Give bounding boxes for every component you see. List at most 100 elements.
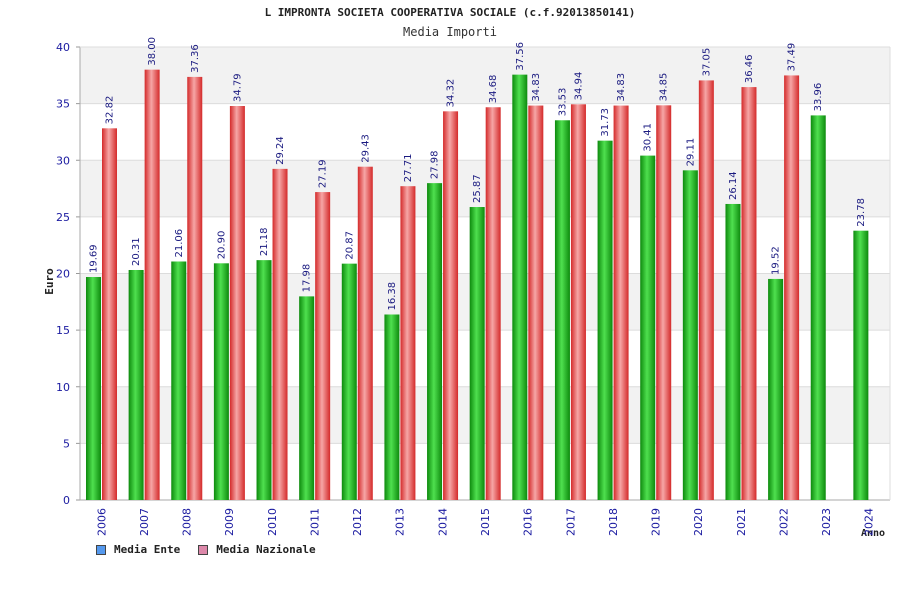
data-label: 29.11 [685, 138, 696, 167]
bar-media-ente [341, 263, 357, 500]
x-tick-label: 2024 [863, 508, 876, 536]
x-tick-label: 2021 [735, 508, 748, 536]
data-label: 34.68 [488, 75, 499, 104]
x-axis-label: Anno [861, 528, 886, 539]
data-label: 16.38 [387, 282, 398, 311]
data-label: 20.87 [344, 231, 355, 260]
legend-swatch-media-nazionale [198, 544, 209, 555]
data-label: 19.69 [89, 244, 100, 273]
bar-media-ente [256, 260, 272, 500]
bar-media-nazionale [698, 80, 714, 500]
x-tick-label: 2019 [650, 508, 663, 536]
data-label: 34.83 [616, 73, 627, 102]
data-label: 32.82 [105, 96, 116, 125]
data-label: 23.78 [856, 198, 867, 227]
x-tick-label: 2010 [266, 508, 279, 536]
chart-title: L IMPRONTA SOCIETA COOPERATIVA SOCIALE (… [264, 6, 636, 19]
legend: Media Ente Media Nazionale [96, 543, 334, 556]
bar-media-nazionale [272, 168, 288, 500]
x-tick-label: 2007 [138, 508, 151, 536]
y-tick-label: 15 [56, 324, 70, 337]
x-tick-label: 2023 [820, 508, 833, 536]
x-tick-label: 2006 [95, 508, 108, 536]
x-tick-label: 2017 [564, 508, 577, 536]
data-label: 26.14 [728, 171, 739, 200]
x-tick-label: 2022 [777, 508, 790, 536]
data-label: 37.05 [701, 48, 712, 77]
bar-media-nazionale [102, 128, 117, 500]
data-label: 21.06 [174, 229, 185, 258]
bar-media-ente [427, 183, 443, 500]
x-tick-label: 2008 [181, 508, 194, 536]
bar-media-ente [299, 296, 315, 500]
data-label: 19.52 [771, 246, 782, 275]
bar-media-nazionale [443, 111, 459, 501]
data-label: 20.90 [216, 231, 227, 260]
data-label: 37.49 [787, 43, 798, 72]
y-tick-label: 25 [56, 211, 70, 224]
bar-media-nazionale [741, 87, 757, 500]
bar-media-nazionale [315, 192, 331, 501]
data-label: 37.36 [190, 44, 201, 73]
bar-media-ente [725, 203, 741, 501]
legend-swatch-media-ente [96, 544, 106, 555]
data-label: 27.98 [430, 150, 441, 179]
bar-media-ente [128, 269, 144, 500]
data-label: 33.96 [813, 83, 824, 112]
y-tick-label: 0 [63, 494, 70, 507]
legend-label-media-nazionale: Media Nazionale [216, 543, 316, 556]
data-label: 29.43 [360, 134, 371, 163]
bar-media-ente [86, 277, 101, 500]
bar-media-ente [640, 155, 656, 500]
x-tick-label: 2013 [394, 508, 407, 536]
data-label: 38.00 [147, 37, 158, 66]
data-label: 29.24 [275, 136, 286, 165]
x-tick-label: 2016 [522, 508, 535, 536]
chart-subtitle: Media Importi [403, 25, 497, 39]
data-label: 34.85 [659, 73, 670, 102]
data-label: 21.18 [259, 227, 270, 256]
data-label: 30.41 [643, 123, 654, 152]
bar-media-nazionale [485, 107, 501, 501]
data-label: 34.83 [531, 73, 542, 102]
data-label: 34.79 [232, 73, 243, 102]
bar-media-ente [171, 261, 187, 500]
bar-media-nazionale [656, 105, 672, 500]
data-label: 34.94 [573, 72, 584, 101]
data-label: 25.87 [472, 174, 483, 203]
legend-item-media-nazionale: Media Nazionale [198, 543, 316, 556]
bar-media-nazionale [187, 76, 203, 500]
bar-media-ente [810, 115, 826, 500]
bar-media-nazionale [400, 186, 416, 500]
bar-media-nazionale [528, 105, 544, 501]
x-tick-label: 2012 [351, 508, 364, 536]
bar-media-ente [853, 230, 869, 500]
y-tick-label: 20 [56, 268, 70, 281]
x-tick-label: 2020 [692, 508, 705, 536]
bar-media-ente [554, 120, 570, 500]
data-label: 37.56 [515, 42, 526, 71]
data-label: 17.98 [302, 264, 313, 293]
bar-media-nazionale [357, 166, 373, 500]
bar-media-ente [512, 74, 528, 501]
x-tick-label: 2011 [308, 508, 321, 536]
x-tick-label: 2018 [607, 508, 620, 536]
bar-media-ente [384, 314, 400, 500]
bar-media-nazionale [144, 69, 160, 501]
bar-media-nazionale [229, 106, 245, 501]
y-tick-label: 5 [63, 437, 70, 450]
legend-label-media-ente: Media Ente [114, 543, 181, 556]
bar-media-nazionale [613, 105, 629, 501]
data-label: 27.71 [403, 154, 414, 183]
bar-media-nazionale [784, 75, 800, 500]
data-label: 31.73 [600, 108, 611, 137]
bar-media-ente [213, 263, 229, 500]
y-tick-label: 30 [56, 154, 70, 167]
y-tick-label: 35 [56, 98, 70, 111]
bar-media-nazionale [570, 104, 586, 500]
y-tick-label: 40 [56, 41, 70, 54]
data-label: 33.53 [557, 88, 568, 117]
bar-media-ente [768, 278, 784, 500]
data-label: 36.46 [744, 54, 755, 83]
